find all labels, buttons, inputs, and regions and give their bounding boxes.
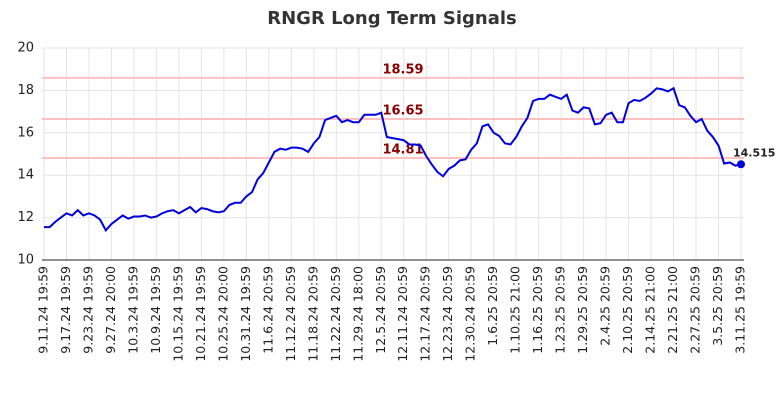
x-tick-label: 3.5.25 20:59 bbox=[710, 266, 725, 346]
x-tick-label: 2.10.25 20:59 bbox=[620, 266, 635, 354]
x-tick-label: 9.11.24 19:59 bbox=[36, 266, 51, 354]
x-tick-label: 2.27.25 20:59 bbox=[688, 266, 703, 354]
x-tick-label: 11.6.24 20:59 bbox=[260, 266, 275, 354]
x-tick-label: 2.21.25 21:00 bbox=[665, 266, 680, 354]
x-tick-label: 1.6.25 20:59 bbox=[485, 266, 500, 346]
x-tick-label: 12.23.24 20:59 bbox=[440, 266, 455, 362]
reference-label: 14.81 bbox=[382, 143, 423, 158]
x-tick-label: 10.25.24 20:00 bbox=[215, 266, 230, 362]
y-tick-label: 16 bbox=[17, 125, 34, 140]
price-line bbox=[44, 86, 742, 233]
x-tick-label: 11.22.24 20:59 bbox=[328, 266, 343, 362]
last-value-label: 14.515 bbox=[733, 146, 775, 159]
y-tick-label: 20 bbox=[17, 41, 34, 56]
x-tick-label: 9.17.24 19:59 bbox=[58, 266, 73, 354]
x-tick-label: 3.11.25 19:59 bbox=[733, 266, 748, 354]
x-tick-label: 9.23.24 19:59 bbox=[80, 266, 95, 354]
y-tick-label: 10 bbox=[17, 253, 34, 268]
y-tick-label: 12 bbox=[17, 210, 34, 225]
x-tick-label: 1.23.25 20:59 bbox=[553, 266, 568, 354]
x-tick-label: 10.9.24 19:59 bbox=[148, 266, 163, 354]
x-tick-label: 11.12.24 20:59 bbox=[283, 266, 298, 362]
last-point bbox=[737, 160, 745, 169]
x-tick-label: 10.31.24 19:59 bbox=[238, 266, 253, 362]
x-tick-label: 2.4.25 20:59 bbox=[598, 266, 613, 346]
chart-title: RNGR Long Term Signals bbox=[267, 8, 517, 29]
x-tick-label: 10.3.24 19:59 bbox=[125, 266, 140, 354]
x-tick-label: 11.18.24 20:59 bbox=[305, 266, 320, 362]
reference-label: 16.65 bbox=[382, 104, 423, 119]
x-tick-label: 9.27.24 20:00 bbox=[103, 266, 118, 354]
reference-label: 18.59 bbox=[382, 62, 423, 77]
x-tick-label: 10.21.24 19:59 bbox=[193, 266, 208, 362]
x-tick-label: 1.16.25 20:59 bbox=[530, 266, 545, 354]
y-tick-label: 14 bbox=[17, 168, 34, 183]
x-tick-label: 12.5.24 20:59 bbox=[373, 266, 388, 354]
x-tick-label: 1.10.25 21:00 bbox=[508, 266, 523, 354]
x-tick-label: 11.29.24 18:00 bbox=[350, 266, 365, 362]
x-tick-label: 12.30.24 20:59 bbox=[463, 266, 478, 362]
x-tick-label: 1.29.25 20:59 bbox=[575, 266, 590, 354]
x-tick-label: 2.14.25 21:00 bbox=[643, 266, 658, 354]
y-tick-label: 18 bbox=[17, 83, 34, 98]
x-tick-label: 12.11.24 20:59 bbox=[395, 266, 410, 362]
x-tick-label: 10.15.24 19:59 bbox=[170, 266, 185, 362]
x-tick-label: 12.17.24 20:59 bbox=[418, 266, 433, 362]
